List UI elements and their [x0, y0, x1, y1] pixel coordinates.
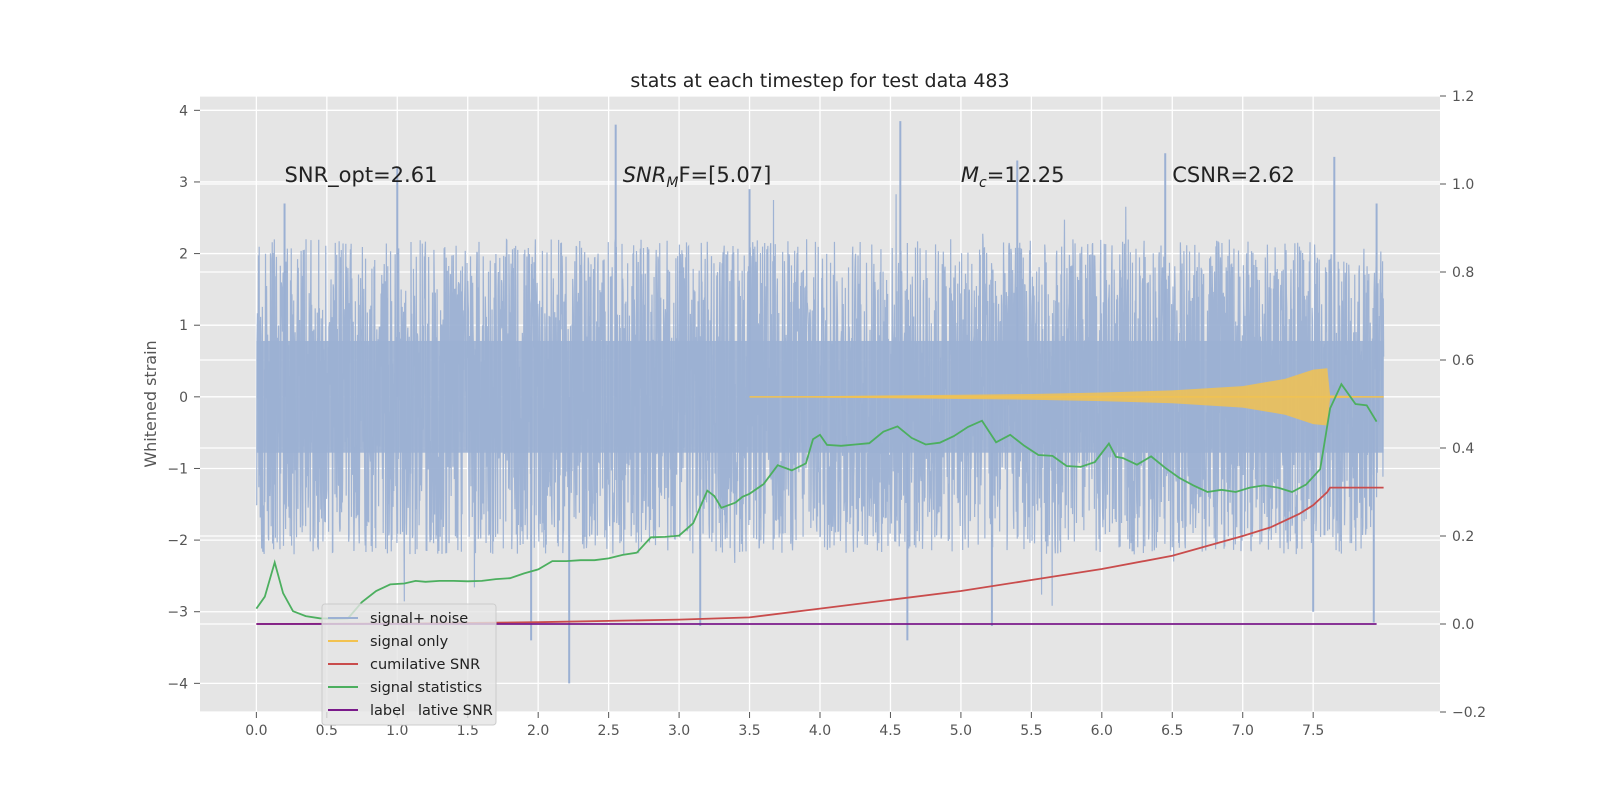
annotations: SNR_opt=2.61 SNRMF=[5.07] Mc=12.25 CSNR=2.6…	[285, 163, 1295, 191]
y2-tick-label: 0.8	[1452, 265, 1474, 281]
x-tick-label: 2.5	[598, 723, 620, 739]
annotation-snr-opt: SNR_opt=2.61	[285, 163, 438, 188]
x-tick-label: 6.5	[1161, 723, 1183, 739]
x-tick-label: 5.5	[1020, 723, 1042, 739]
y2-tick-label: 0.6	[1452, 353, 1474, 369]
annotation-mc: Mc=12.25	[961, 163, 1065, 191]
y2-tick-label: 0.4	[1452, 441, 1474, 457]
chart-title: stats at each timestep for test data 483	[630, 70, 1009, 92]
y2-tick-label: −0.2	[1452, 705, 1486, 721]
x-tick-label: 2.0	[527, 723, 549, 739]
y2-tick-label: 0.2	[1452, 529, 1474, 545]
x-tick-label: 6.0	[1091, 723, 1113, 739]
legend-label: label	[370, 703, 405, 719]
y-tick-label: −2	[167, 533, 188, 549]
y-axis-label: Whitened strain	[141, 340, 160, 467]
x-tick-label: 1.0	[386, 723, 408, 739]
series-line-cumilative-SNR	[256, 486, 1384, 625]
y-tick-label: −1	[167, 461, 188, 477]
annotation-snr-mf: SNRMF=[5.07]	[623, 163, 772, 191]
y-tick-label: 4	[179, 103, 188, 119]
x-tick-label: 3.5	[738, 723, 760, 739]
y2-tick-label: 1.2	[1452, 89, 1474, 105]
y2-tick-label: 1.0	[1452, 177, 1474, 193]
legend-label: signal statistics	[370, 680, 482, 696]
x-tick-label: 5.0	[950, 723, 972, 739]
y-tick-label: 1	[179, 318, 188, 334]
x-tick-label: 1.5	[457, 723, 479, 739]
series-signal-only	[749, 368, 1384, 426]
annotation-csnr: CSNR=2.62	[1172, 163, 1295, 187]
x-tick-label: 0.5	[316, 723, 338, 739]
legend-label: cumilative SNR	[370, 657, 480, 673]
y2-tick-label: 0.0	[1452, 617, 1474, 633]
y-tick-label: −4	[167, 676, 188, 692]
y-tick-label: 3	[179, 175, 188, 191]
x-tick-label: 7.5	[1302, 723, 1324, 739]
series-line-signal-statistics	[255, 382, 1378, 620]
x-tick-label: 4.5	[879, 723, 901, 739]
x-tick-label: 3.0	[668, 723, 690, 739]
legend-overlap-text: lative SNR	[418, 703, 493, 719]
x-tick-label: 0.0	[245, 723, 267, 739]
axes: 0.0 0.5 1.0 1.5 2.0 2.5 3.0 3.5 4.0 4.5 5.0 5.5 6.0 6…	[167, 89, 1486, 739]
legend-label: signal only	[370, 634, 449, 650]
y-tick-label: 2	[179, 247, 188, 263]
x-tick-label: 4.0	[809, 723, 831, 739]
x-tick-label: 7.0	[1232, 723, 1254, 739]
legend: signal+ noise signal only cumilative SNR si…	[321, 603, 497, 726]
y-tick-label: −3	[167, 605, 188, 621]
legend-box	[321, 603, 497, 726]
signal-noise-trace	[255, 194, 1385, 606]
legend-label: signal+ noise	[370, 611, 468, 627]
y-tick-label: 0	[179, 390, 188, 406]
